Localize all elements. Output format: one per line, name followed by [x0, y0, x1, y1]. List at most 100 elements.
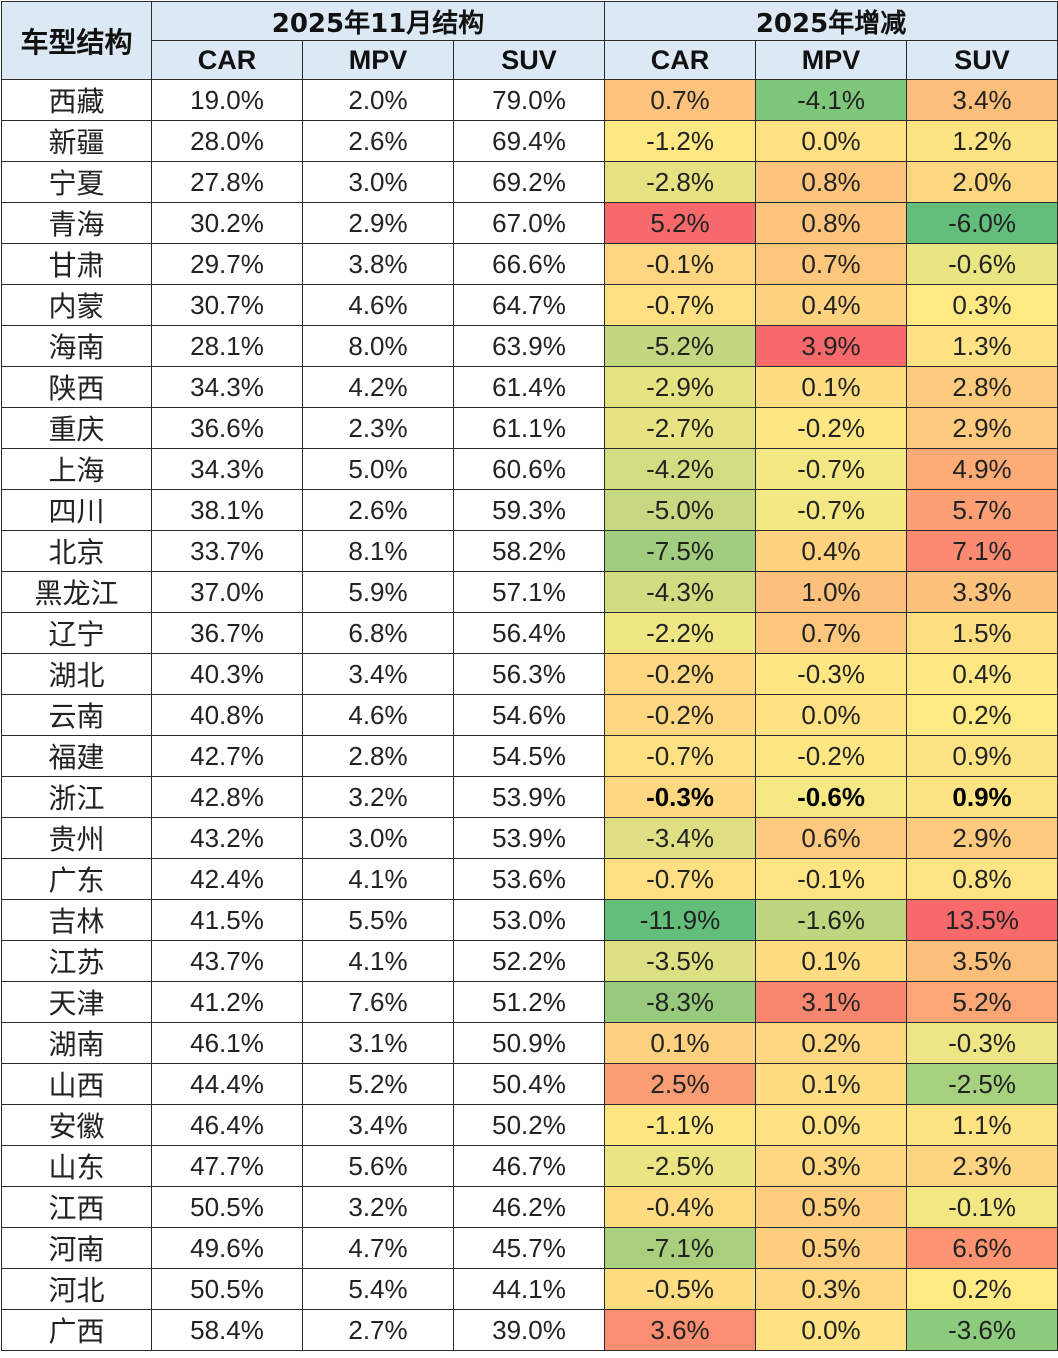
change-suv-cell: 2.9% — [906, 817, 1058, 859]
change-suv-cell: 1.5% — [906, 612, 1058, 654]
structure-mpv-cell: 2.7% — [302, 1309, 454, 1351]
structure-suv-cell: 67.0% — [452, 202, 606, 244]
structure-mpv-cell: 5.4% — [302, 1268, 454, 1310]
structure-car-cell: 41.2% — [151, 981, 303, 1023]
structure-suv-cell: 46.7% — [452, 1145, 606, 1187]
structure-suv-cell: 53.6% — [452, 858, 606, 900]
province-cell: 重庆 — [1, 407, 152, 449]
structure-car-cell: 36.6% — [151, 407, 303, 449]
structure-car-cell: 42.7% — [151, 735, 303, 777]
structure-mpv-cell: 2.8% — [302, 735, 454, 777]
change-suv-cell: 0.2% — [906, 1268, 1058, 1310]
structure-suv-cell: 64.7% — [452, 284, 606, 326]
change-suv-cell: 0.4% — [906, 653, 1058, 695]
structure-car-cell: 42.8% — [151, 776, 303, 818]
province-cell: 山东 — [1, 1145, 152, 1187]
structure-car-cell: 46.4% — [151, 1104, 303, 1146]
change-mpv-cell: 0.5% — [755, 1186, 908, 1228]
change-mpv-cell: -4.1% — [755, 79, 908, 121]
change-mpv-cell: 0.4% — [755, 284, 908, 326]
structure-mpv-cell: 2.6% — [302, 120, 454, 162]
change-suv-cell: 2.9% — [906, 407, 1058, 449]
structure-mpv-cell: 2.6% — [302, 489, 454, 531]
structure-car-cell: 34.3% — [151, 366, 303, 408]
change-suv-cell: 0.9% — [906, 776, 1058, 818]
change-suv-cell: 13.5% — [906, 899, 1058, 941]
structure-mpv-cell: 5.2% — [302, 1063, 454, 1105]
change-car-cell: -0.7% — [604, 858, 757, 900]
structure-suv-cell: 56.4% — [452, 612, 606, 654]
structure-car-cell: 43.2% — [151, 817, 303, 859]
change-mpv-cell: 0.0% — [755, 1104, 908, 1146]
change-suv-cell: 1.1% — [906, 1104, 1058, 1146]
table-row: 河南 49.6% 4.7% 45.7% -7.1% 0.5% 6.6% — [1, 1227, 1058, 1269]
change-suv-cell: 2.3% — [906, 1145, 1058, 1187]
change-mpv-cell: 0.8% — [755, 161, 908, 203]
structure-car-cell: 49.6% — [151, 1227, 303, 1269]
province-cell: 安徽 — [1, 1104, 152, 1146]
structure-suv-cell: 69.4% — [452, 120, 606, 162]
table-row: 山东 47.7% 5.6% 46.7% -2.5% 0.3% 2.3% — [1, 1145, 1058, 1187]
structure-suv-cell: 53.0% — [452, 899, 606, 941]
table-row: 贵州 43.2% 3.0% 53.9% -3.4% 0.6% 2.9% — [1, 817, 1058, 859]
table-row: 福建 42.7% 2.8% 54.5% -0.7% -0.2% 0.9% — [1, 735, 1058, 777]
change-car-cell: -2.9% — [604, 366, 757, 408]
province-cell: 上海 — [1, 448, 152, 490]
structure-suv-cell: 44.1% — [452, 1268, 606, 1310]
structure-mpv-cell: 3.0% — [302, 161, 454, 203]
change-suv-cell: 1.3% — [906, 325, 1058, 367]
change-car-cell: 5.2% — [604, 202, 757, 244]
change-mpv-cell: 0.1% — [755, 1063, 908, 1105]
change-car-cell: -3.5% — [604, 940, 757, 982]
table-row: 辽宁 36.7% 6.8% 56.4% -2.2% 0.7% 1.5% — [1, 612, 1058, 654]
change-mpv-cell: -0.3% — [755, 653, 908, 695]
group-header-structure: 2025年11月结构 — [150, 1, 606, 41]
table-row: 云南 40.8% 4.6% 54.6% -0.2% 0.0% 0.2% — [1, 694, 1058, 736]
table-row: 重庆 36.6% 2.3% 61.1% -2.7% -0.2% 2.9% — [1, 407, 1058, 449]
change-mpv-cell: 0.1% — [755, 366, 908, 408]
change-suv-cell: 6.6% — [906, 1227, 1058, 1269]
province-cell: 浙江 — [1, 776, 152, 818]
structure-car-cell: 30.7% — [151, 284, 303, 326]
change-suv-cell: 0.3% — [906, 284, 1058, 326]
table-row: 湖北 40.3% 3.4% 56.3% -0.2% -0.3% 0.4% — [1, 653, 1058, 695]
structure-suv-cell: 54.5% — [452, 735, 606, 777]
province-cell: 内蒙 — [1, 284, 152, 326]
structure-mpv-cell: 4.6% — [302, 694, 454, 736]
structure-suv-cell: 56.3% — [452, 653, 606, 695]
province-cell: 西藏 — [1, 79, 152, 121]
change-mpv-cell: 0.2% — [755, 1022, 908, 1064]
change-mpv-cell: -0.1% — [755, 858, 908, 900]
table-row: 广西 58.4% 2.7% 39.0% 3.6% 0.0% -3.6% — [1, 1309, 1058, 1351]
structure-mpv-cell: 3.1% — [302, 1022, 454, 1064]
change-car-cell: -2.7% — [604, 407, 757, 449]
change-mpv-cell: -0.6% — [755, 776, 908, 818]
province-cell: 甘肃 — [1, 243, 152, 285]
column-header-change-suv: SUV — [906, 40, 1058, 80]
table-row: 青海 30.2% 2.9% 67.0% 5.2% 0.8% -6.0% — [1, 202, 1058, 244]
table-row: 新疆 28.0% 2.6% 69.4% -1.2% 0.0% 1.2% — [1, 120, 1058, 162]
table-row: 天津 41.2% 7.6% 51.2% -8.3% 3.1% 5.2% — [1, 981, 1058, 1023]
structure-suv-cell: 66.6% — [452, 243, 606, 285]
table-row: 上海 34.3% 5.0% 60.6% -4.2% -0.7% 4.9% — [1, 448, 1058, 490]
structure-car-cell: 29.7% — [151, 243, 303, 285]
corner-label: 车型结构 — [1, 1, 152, 80]
change-car-cell: -0.2% — [604, 694, 757, 736]
change-mpv-cell: 0.0% — [755, 1309, 908, 1351]
structure-mpv-cell: 8.0% — [302, 325, 454, 367]
change-suv-cell: -0.3% — [906, 1022, 1058, 1064]
structure-suv-cell: 53.9% — [452, 817, 606, 859]
structure-suv-cell: 59.3% — [452, 489, 606, 531]
structure-car-cell: 41.5% — [151, 899, 303, 941]
change-suv-cell: 2.0% — [906, 161, 1058, 203]
structure-mpv-cell: 3.2% — [302, 776, 454, 818]
structure-suv-cell: 61.4% — [452, 366, 606, 408]
change-car-cell: -0.7% — [604, 735, 757, 777]
province-cell: 广东 — [1, 858, 152, 900]
structure-mpv-cell: 4.6% — [302, 284, 454, 326]
change-suv-cell: 7.1% — [906, 530, 1058, 572]
change-suv-cell: 3.5% — [906, 940, 1058, 982]
table-row: 浙江 42.8% 3.2% 53.9% -0.3% -0.6% 0.9% — [1, 776, 1058, 818]
structure-car-cell: 43.7% — [151, 940, 303, 982]
